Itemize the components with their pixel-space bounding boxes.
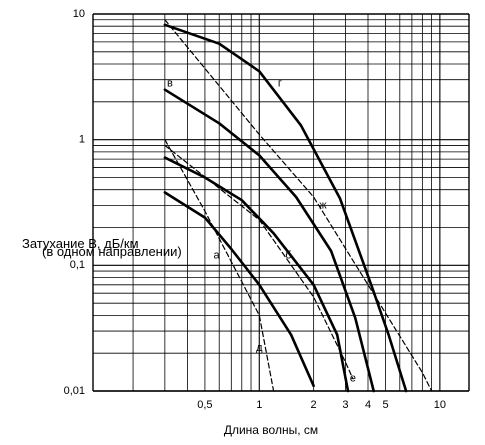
series-label-4: г bbox=[278, 77, 282, 89]
labels: а б в г д е ж 0,5 1 2 3 4 5 10 10 1 0,1 0,01 Длина волны, … bbox=[22, 8, 446, 437]
plot-frame bbox=[92, 13, 470, 392]
x-tick-label: 2 bbox=[311, 399, 317, 411]
y-tick-label: 0,01 bbox=[64, 385, 85, 397]
x-tick-label: 10 bbox=[434, 399, 446, 411]
y-tick-label: 1 bbox=[79, 134, 85, 146]
curves bbox=[163, 19, 433, 393]
series-label-3: в bbox=[167, 77, 173, 89]
series-line-6 bbox=[164, 144, 354, 380]
series-line-3 bbox=[163, 88, 375, 393]
series-label-6: е bbox=[350, 373, 356, 385]
grid bbox=[93, 14, 469, 392]
x-tick-label: 3 bbox=[342, 399, 348, 411]
series-label-7: ж bbox=[319, 199, 327, 211]
x-axis-title: Длина волны, см bbox=[224, 423, 318, 437]
series-line-5 bbox=[164, 139, 275, 392]
series-label-2: б bbox=[285, 249, 291, 261]
y-tick-label: 10 bbox=[73, 8, 85, 20]
x-tick-label: 4 bbox=[365, 399, 371, 411]
x-tick-label: 1 bbox=[256, 399, 262, 411]
y-axis-title: Затухание В, дБ/км bbox=[22, 236, 139, 251]
series-label-1: а bbox=[214, 249, 221, 261]
y-axis-subtitle: (в одном направлении) bbox=[42, 244, 182, 259]
series-line-4 bbox=[163, 23, 408, 393]
series-line-1 bbox=[163, 191, 315, 388]
series-label-5: д bbox=[256, 342, 263, 354]
y-tick-label: 0,1 bbox=[70, 259, 85, 271]
x-tick-label: 0,5 bbox=[197, 399, 212, 411]
series-line-7 bbox=[164, 19, 433, 392]
x-tick-label: 5 bbox=[382, 399, 388, 411]
